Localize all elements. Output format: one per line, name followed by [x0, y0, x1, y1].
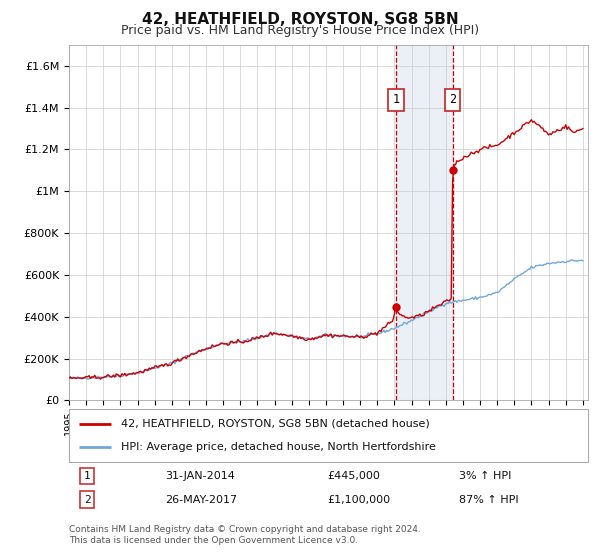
Text: 1: 1 [83, 471, 91, 481]
FancyBboxPatch shape [69, 409, 588, 462]
Text: 42, HEATHFIELD, ROYSTON, SG8 5BN: 42, HEATHFIELD, ROYSTON, SG8 5BN [142, 12, 458, 27]
Bar [396, 45, 452, 400]
Text: 31-JAN-2014: 31-JAN-2014 [165, 471, 235, 481]
Text: 87% ↑ HPI: 87% ↑ HPI [459, 494, 518, 505]
Text: Contains HM Land Registry data © Crown copyright and database right 2024.
This d: Contains HM Land Registry data © Crown c… [69, 525, 421, 545]
Text: 2: 2 [449, 94, 456, 106]
Text: HPI: Average price, detached house, North Hertfordshire: HPI: Average price, detached house, Nort… [121, 442, 436, 452]
Text: 42, HEATHFIELD, ROYSTON, SG8 5BN (detached house): 42, HEATHFIELD, ROYSTON, SG8 5BN (detach… [121, 419, 430, 429]
Text: 2: 2 [83, 494, 91, 505]
Text: 1: 1 [392, 94, 400, 106]
Text: 26-MAY-2017: 26-MAY-2017 [165, 494, 237, 505]
Text: £1,100,000: £1,100,000 [327, 494, 390, 505]
Text: Price paid vs. HM Land Registry's House Price Index (HPI): Price paid vs. HM Land Registry's House … [121, 24, 479, 36]
Text: 3% ↑ HPI: 3% ↑ HPI [459, 471, 511, 481]
Text: £445,000: £445,000 [327, 471, 380, 481]
